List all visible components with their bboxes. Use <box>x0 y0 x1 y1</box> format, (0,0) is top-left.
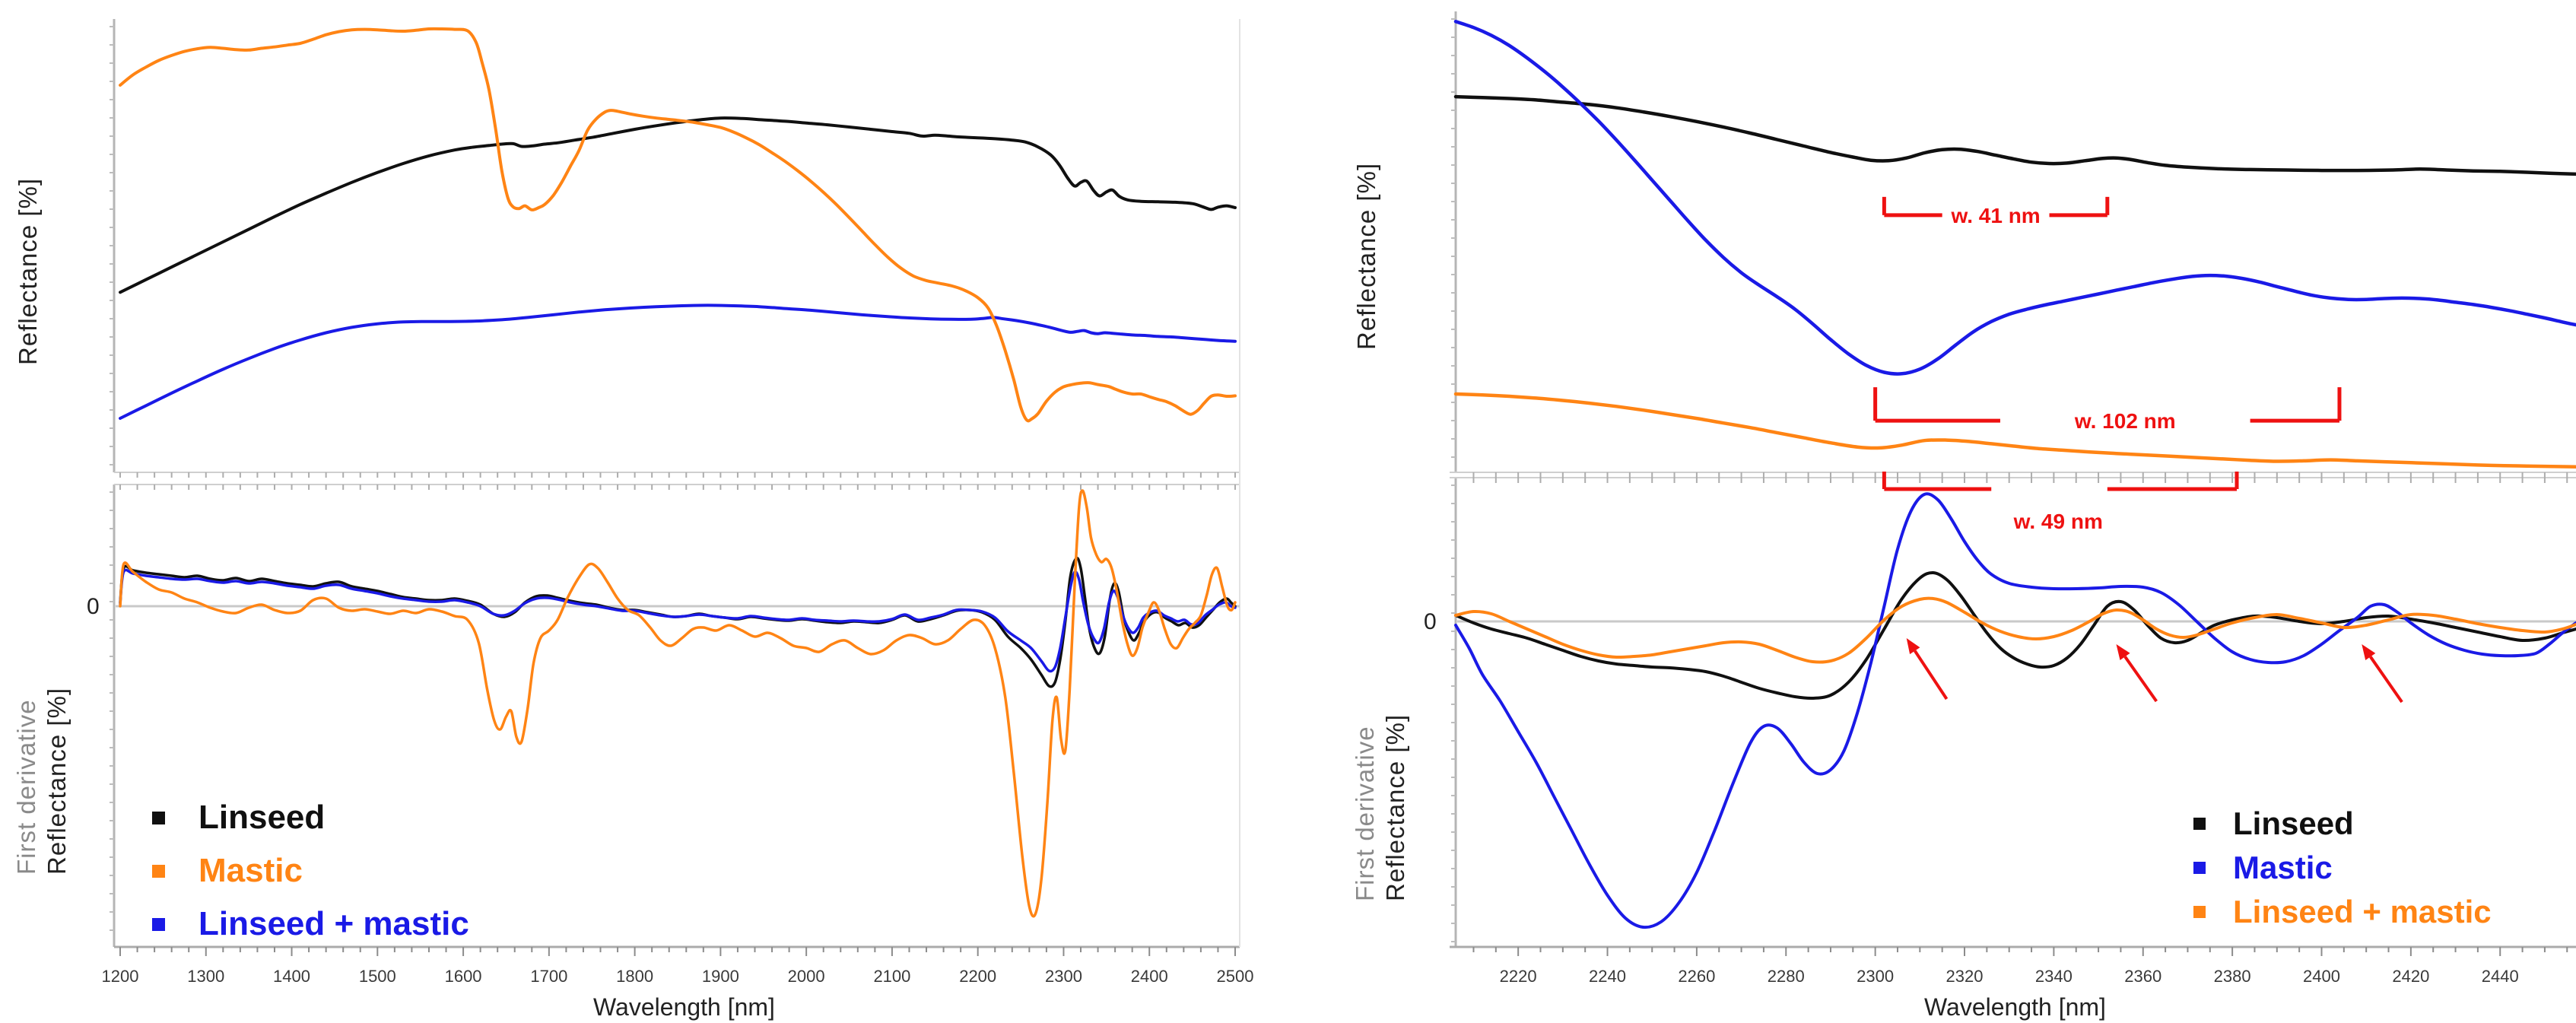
svg-text:2260: 2260 <box>1678 967 1715 986</box>
svg-text:1400: 1400 <box>273 967 310 986</box>
series-group-right-top <box>1453 20 2576 469</box>
svg-text:1800: 1800 <box>616 967 653 986</box>
curve-linseed-mastic <box>1453 392 2576 469</box>
svg-text:w. 49 nm: w. 49 nm <box>2013 510 2103 533</box>
svg-text:1500: 1500 <box>359 967 396 986</box>
svg-text:2360: 2360 <box>2124 967 2161 986</box>
svg-text:1900: 1900 <box>702 967 739 986</box>
curve-linseed <box>1454 570 2576 701</box>
feature-arrow-icon <box>2116 644 2158 703</box>
svg-text:2400: 2400 <box>2303 967 2340 986</box>
curve-mastic <box>119 27 1237 423</box>
curve-linseed <box>1453 94 2576 176</box>
feature-arrow-icon <box>1906 638 1949 701</box>
svg-text:1300: 1300 <box>187 967 224 986</box>
svg-text:1700: 1700 <box>530 967 567 986</box>
svg-text:2420: 2420 <box>2392 967 2429 986</box>
svg-text:1600: 1600 <box>445 967 482 986</box>
width-bracket: w. 102 nm <box>1873 387 2342 433</box>
curve-mastic <box>1454 492 2576 929</box>
svg-text:w. 41 nm: w. 41 nm <box>1950 204 2040 227</box>
svg-text:2000: 2000 <box>788 967 825 986</box>
svg-text:2300: 2300 <box>1857 967 1894 986</box>
svg-text:2280: 2280 <box>1768 967 1805 986</box>
width-bracket: w. 49 nm <box>1882 472 2239 533</box>
svg-text:2440: 2440 <box>2482 967 2519 986</box>
svg-text:2340: 2340 <box>2035 967 2073 986</box>
svg-text:2300: 2300 <box>1045 967 1082 986</box>
series-group-left-bottom <box>119 489 1237 918</box>
curve-linseed-mastic <box>119 568 1237 673</box>
svg-text:2400: 2400 <box>1131 967 1168 986</box>
svg-text:2320: 2320 <box>1946 967 1984 986</box>
svg-text:2500: 2500 <box>1217 967 1254 986</box>
curve-linseed-mastic <box>119 303 1237 420</box>
curve-mastic <box>1453 20 2576 376</box>
svg-text:w. 102 nm: w. 102 nm <box>2074 409 2176 433</box>
feature-arrow-icon <box>2362 644 2403 704</box>
curve-linseed <box>119 556 1237 688</box>
series-group-left-top <box>119 27 1237 423</box>
svg-text:2220: 2220 <box>1500 967 1537 986</box>
svg-text:2100: 2100 <box>873 967 910 986</box>
curve-linseed <box>119 116 1237 294</box>
curve-mastic <box>119 489 1237 918</box>
svg-text:2200: 2200 <box>959 967 996 986</box>
series-group-right-bottom <box>1454 492 2576 929</box>
svg-text:2240: 2240 <box>1589 967 1626 986</box>
svg-text:1200: 1200 <box>102 967 139 986</box>
curve-linseed-mastic <box>1454 596 2576 664</box>
width-bracket: w. 41 nm <box>1882 196 2110 227</box>
svg-text:2380: 2380 <box>2214 967 2251 986</box>
